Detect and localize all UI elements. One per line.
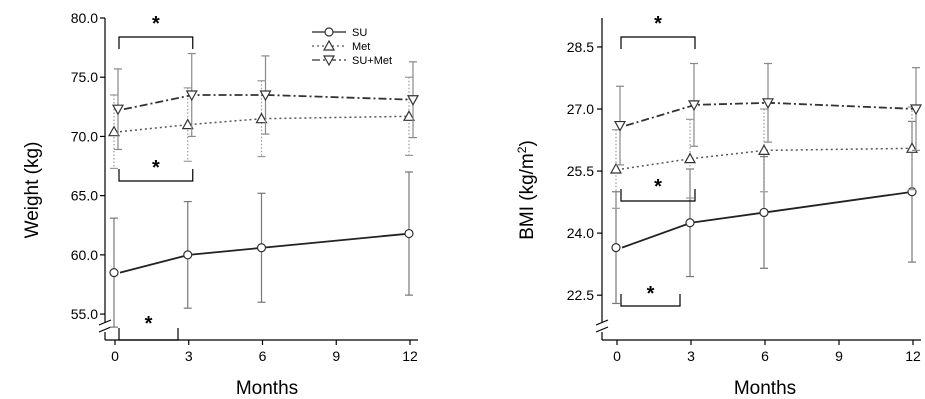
bracket-line	[620, 294, 681, 307]
x-tick-label: 12	[905, 348, 921, 364]
significance-bracket: *	[118, 313, 179, 341]
series-line	[123, 94, 415, 111]
y-axis-label-text: BMI (kg/m	[517, 153, 538, 240]
axis-break-mark	[98, 326, 112, 333]
series-su-plus-met	[613, 62, 923, 166]
significance-star: *	[152, 13, 160, 35]
y-tick-label: 60.0	[71, 247, 98, 263]
x-axis-label: Months	[734, 378, 796, 399]
x-tick-label: 6	[259, 348, 267, 364]
series-line	[625, 101, 918, 127]
chart-panel-weight: 55.0 60.0 65.0 70.0 75.0 80.0 0 3 6 9 12 Months Weig…	[22, 10, 420, 399]
legend-marker	[322, 39, 336, 51]
series-met	[609, 106, 919, 209]
significance-star: *	[654, 13, 662, 35]
significance-bracket: *	[620, 13, 696, 49]
data-point	[907, 187, 917, 197]
axis-break-mark	[595, 319, 609, 326]
data-point	[613, 120, 627, 132]
data-point	[406, 95, 420, 106]
significance-bracket: *	[620, 176, 696, 202]
y-axis-label-end: )	[517, 140, 538, 146]
data-point	[185, 90, 198, 102]
significance-star: *	[152, 157, 160, 179]
series-line	[119, 232, 411, 274]
significance-star: *	[654, 176, 662, 198]
y-axis-label: Weight (kg)	[22, 142, 43, 239]
legend: SU Met SU+Met	[312, 27, 392, 67]
y-tick-label: 65.0	[71, 188, 98, 204]
significance-star: *	[647, 283, 655, 305]
data-point	[404, 228, 414, 239]
data-point	[757, 144, 771, 155]
data-point	[111, 104, 125, 116]
y-tick-label: 22.5	[567, 287, 594, 303]
y-tick-label: 70.0	[71, 128, 98, 144]
y-tick-label: 27.0	[567, 101, 594, 117]
data-point	[107, 125, 121, 137]
legend-marker	[322, 55, 336, 67]
data-point	[256, 243, 267, 253]
data-point	[759, 207, 769, 218]
data-point	[402, 110, 416, 121]
x-tick-label: 0	[111, 348, 119, 364]
data-point	[259, 90, 272, 102]
data-point	[687, 100, 701, 112]
x-tick-label: 3	[185, 348, 193, 364]
axis-break-mark	[98, 319, 112, 326]
bracket-line	[620, 189, 696, 202]
data-point	[761, 98, 775, 110]
series-su	[109, 171, 414, 328]
significance-star: *	[145, 313, 153, 335]
series-met	[107, 76, 416, 170]
x-tick-label: 0	[613, 348, 621, 364]
data-point	[109, 268, 119, 278]
data-point	[685, 218, 695, 228]
data-point	[181, 118, 194, 130]
significance-bracket: *	[118, 157, 194, 182]
x-tick-label: 9	[835, 348, 843, 364]
y-tick-label: 24.0	[567, 225, 594, 241]
axis-break-mark	[595, 326, 609, 333]
y-tick-label: 25.5	[567, 163, 594, 179]
x-tick-label: 9	[332, 348, 340, 364]
y-tick-label: 75.0	[71, 69, 98, 85]
data-point	[609, 162, 623, 174]
series-line	[119, 115, 411, 133]
significance-bracket: *	[620, 283, 681, 307]
y-axis-label-sup: 2	[515, 146, 529, 153]
x-tick-label: 12	[402, 348, 418, 364]
legend-entry: Met	[352, 41, 370, 53]
bracket-line	[118, 169, 194, 182]
y-tick-label: 28.5	[567, 39, 594, 55]
y-tick-label: 55.0	[71, 306, 98, 322]
bracket-line	[118, 328, 179, 341]
series-line	[621, 190, 914, 249]
x-axis-label: Months	[236, 378, 298, 399]
legend-marker	[324, 27, 334, 37]
bracket-line	[620, 36, 696, 49]
data-point	[255, 112, 268, 124]
legend-entry: SU	[352, 27, 367, 39]
data-point	[909, 104, 923, 116]
y-axis-label: BMI (kg/m2)	[515, 140, 538, 240]
data-point	[611, 243, 621, 253]
y-tick-label: 80.0	[71, 10, 98, 26]
data-point	[183, 250, 193, 260]
data-point	[683, 152, 697, 164]
series-su-plus-met	[111, 52, 420, 151]
bracket-line	[118, 36, 194, 49]
legend-entry: SU+Met	[352, 55, 392, 67]
chart-panel-bmi: 22.5 24.0 25.5 27.0 28.5 0 3 6 9 12 Months BMI (kg/…	[515, 13, 923, 399]
significance-bracket: *	[118, 13, 194, 49]
x-tick-label: 6	[761, 348, 769, 364]
x-tick-label: 3	[687, 348, 695, 364]
